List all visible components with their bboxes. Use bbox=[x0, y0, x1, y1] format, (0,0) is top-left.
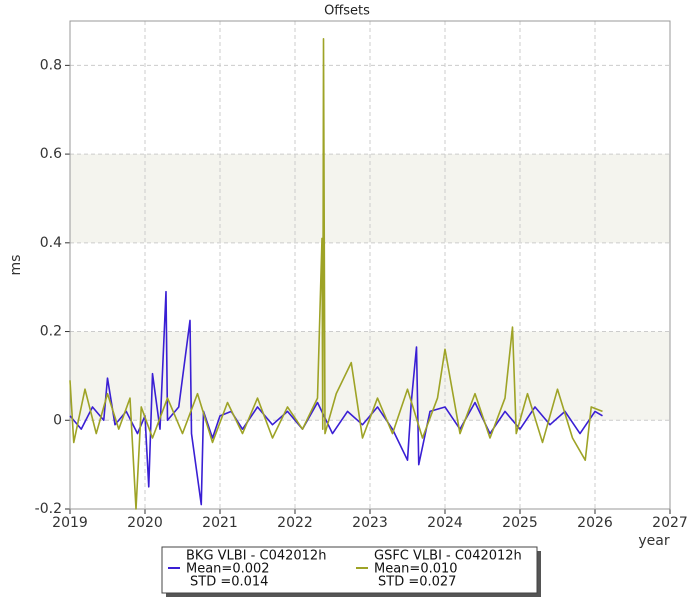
y-tick-label: -0.2 bbox=[35, 501, 62, 517]
y-axis-label: ms bbox=[8, 255, 24, 276]
series-line bbox=[69, 37, 603, 510]
x-axis-label: year bbox=[638, 533, 669, 549]
legend-box bbox=[161, 546, 538, 594]
legend-label: BKG VLBI - C042012h bbox=[186, 549, 326, 564]
plot-area bbox=[65, 20, 671, 514]
x-tick-label: 2020 bbox=[127, 515, 163, 531]
legend-stat: STD =0.027 bbox=[378, 575, 456, 590]
y-tick-label: 0.8 bbox=[40, 57, 62, 73]
y-tick-label: 0 bbox=[53, 412, 62, 428]
x-tick-label: 2025 bbox=[502, 515, 538, 531]
x-tick-label: 2026 bbox=[577, 515, 613, 531]
y-tick-label: 0.6 bbox=[40, 146, 62, 162]
x-tick-label: 2024 bbox=[427, 515, 463, 531]
legend-stat: STD =0.014 bbox=[190, 575, 268, 590]
legend-stat: Mean=0.010 bbox=[374, 562, 458, 577]
y-tick-label: 0.2 bbox=[40, 324, 62, 340]
legend-label: GSFC VLBI - C042012h bbox=[374, 549, 522, 564]
plot-frame bbox=[69, 20, 671, 510]
chart-title: Offsets bbox=[324, 4, 370, 19]
y-tick-label: 0.4 bbox=[40, 235, 62, 251]
x-tick-label: 2027 bbox=[652, 515, 688, 531]
legend-stat: Mean=0.002 bbox=[186, 562, 270, 577]
x-tick-label: 2023 bbox=[352, 515, 388, 531]
x-tick-label: 2022 bbox=[277, 515, 313, 531]
x-tick-label: 2019 bbox=[52, 515, 88, 531]
x-tick-label: 2021 bbox=[202, 515, 238, 531]
